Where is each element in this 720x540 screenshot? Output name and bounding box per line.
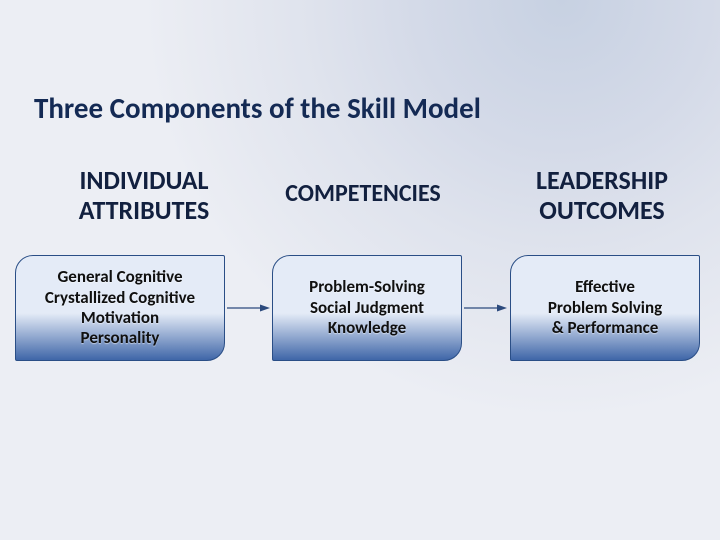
arrow-1 <box>464 298 507 318</box>
card-2-line-1: Problem Solving <box>548 298 662 318</box>
slide-title: Three Components of the Skill Model <box>34 90 481 126</box>
column-header-1: COMPETENCIES <box>258 180 468 208</box>
card-1-line-1: Social Judgment <box>310 298 424 318</box>
card-1-line-0: Problem-Solving <box>309 277 425 297</box>
card-0-line-2: Motivation <box>81 308 159 328</box>
card-2-line-0: Effective <box>575 277 635 297</box>
card-0: General CognitiveCrystallized CognitiveM… <box>15 255 225 361</box>
column-header-2: LEADERSHIPOUTCOMES <box>502 166 702 226</box>
card-2-line-2: & Performance <box>552 318 659 338</box>
card-2: EffectiveProblem Solving& Performance <box>510 255 700 361</box>
arrow-0 <box>227 298 270 318</box>
card-0-line-3: Personality <box>81 328 160 348</box>
card-1-line-2: Knowledge <box>328 318 406 338</box>
card-0-line-0: General Cognitive <box>57 267 182 287</box>
column-header-0: INDIVIDUALATTRIBUTES <box>44 166 244 226</box>
card-1: Problem-SolvingSocial JudgmentKnowledge <box>272 255 462 361</box>
card-0-line-1: Crystallized Cognitive <box>45 288 195 308</box>
